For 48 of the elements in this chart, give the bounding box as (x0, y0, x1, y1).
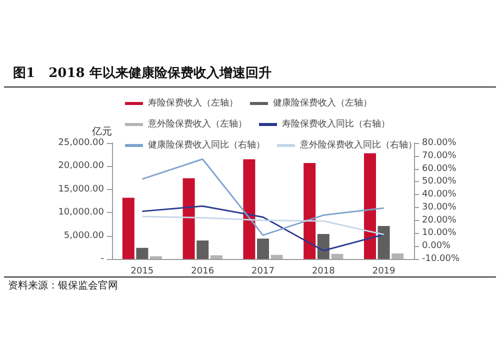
bar (136, 248, 148, 259)
x-tick-label: 2015 (130, 266, 154, 276)
bar (364, 153, 376, 259)
y2-tick-label: 50.00% (422, 176, 457, 187)
bar (243, 159, 256, 259)
y-axis-title: 亿元 (91, 126, 112, 138)
bar (317, 234, 330, 259)
y-tick-label: 20,000.00 (58, 161, 104, 172)
bar (378, 226, 390, 259)
y2-tick-label: 20.00% (422, 215, 457, 226)
bar (182, 178, 195, 259)
legend-label: 健康险保费收入同比（右轴） (148, 140, 265, 150)
x-tick-label: 2019 (372, 266, 396, 276)
legend-label: 寿险保费收入（左轴） (148, 98, 238, 108)
y2-tick-label: -10.00% (422, 254, 460, 264)
bar (331, 254, 344, 259)
bar (257, 238, 269, 259)
legend-label: 意外险保费收入同比（右轴） (299, 140, 417, 150)
x-tick-label: 2018 (312, 266, 336, 276)
bar (196, 240, 209, 259)
legend-label: 寿险保费收入同比（右轴） (282, 118, 390, 130)
x-tick-label: 2017 (252, 266, 274, 276)
y2-tick-label: 40.00% (422, 190, 457, 200)
bar (210, 255, 222, 259)
legend-label: 意外险保费收入（左轴） (147, 118, 247, 130)
y-tick-label: - (100, 254, 104, 264)
line-series (141, 216, 385, 236)
y2-tick-label: 0.00% (422, 241, 452, 252)
bar (270, 254, 283, 259)
bar (150, 256, 162, 259)
y2-tick-label: 60.00% (422, 164, 457, 174)
line-series (141, 205, 385, 252)
y2-tick-label: 10.00% (422, 228, 457, 238)
y2-tick-label: 80.00% (422, 138, 457, 148)
legend-label: 健康险保费收入（左轴） (273, 98, 372, 108)
text: 资料来源：银保监会官网 (8, 280, 118, 292)
y2-tick-label: 30.00% (422, 202, 457, 212)
chart-title: 图1 2018 年以来健康险保费收入增速回升 (13, 65, 272, 81)
line-series (141, 158, 385, 236)
y-tick-label: 5,000.00 (64, 230, 104, 241)
y-tick-label: 25,000.00 (58, 138, 104, 148)
bar (122, 198, 134, 259)
y-tick-label: 10,000.00 (58, 208, 104, 218)
y2-tick-label: 70.00% (422, 150, 457, 161)
bar (392, 253, 404, 259)
bar (304, 162, 316, 259)
y-tick-label: 15,000.00 (58, 184, 104, 194)
x-tick-label: 2016 (191, 266, 214, 276)
